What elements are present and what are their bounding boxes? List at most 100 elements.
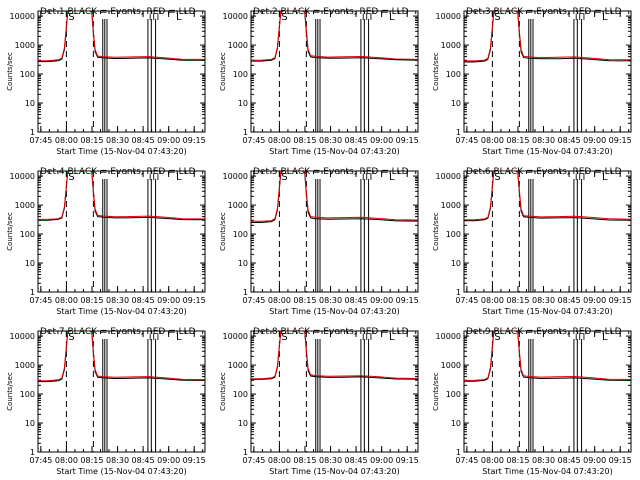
marker-s: S bbox=[494, 332, 500, 343]
x-tick-label: 08:45 bbox=[558, 456, 581, 465]
marker-i: I bbox=[365, 13, 368, 23]
marker-i: I bbox=[157, 13, 160, 23]
x-tick-label: 09:00 bbox=[583, 456, 606, 465]
series-lld-line bbox=[464, 171, 631, 221]
x-tick-label: 08:30 bbox=[106, 296, 129, 305]
marker-i: I bbox=[149, 13, 152, 23]
x-tick-label: 09:15 bbox=[609, 296, 632, 305]
marker-s: S bbox=[68, 332, 74, 343]
x-tick-label: 07:45 bbox=[455, 456, 478, 465]
x-tick-label: 08:45 bbox=[345, 136, 368, 145]
x-tick-label: 09:00 bbox=[370, 136, 393, 145]
y-tick-label: 1000 bbox=[228, 201, 248, 210]
panel-det-9: Det 9 BLACK = Events, RED = LLD110100100… bbox=[432, 327, 632, 476]
plot-frame bbox=[37, 330, 206, 453]
y-tick-label: 10 bbox=[451, 99, 461, 108]
x-tick-label: 08:00 bbox=[55, 456, 78, 465]
x-tick-label: 09:00 bbox=[370, 456, 393, 465]
x-tick-label: 09:00 bbox=[583, 136, 606, 145]
x-tick-label: 08:30 bbox=[319, 136, 342, 145]
x-tick-label: 08:15 bbox=[80, 296, 103, 305]
x-tick-label: 07:45 bbox=[29, 456, 52, 465]
panel-det-6: Det 6 BLACK = Events, RED = LLD110100100… bbox=[432, 167, 632, 316]
plot-frame bbox=[37, 170, 206, 293]
x-tick-label: 09:15 bbox=[609, 456, 632, 465]
x-tick-label: 09:15 bbox=[609, 136, 632, 145]
marker-i: I bbox=[578, 173, 581, 183]
marker-i: I bbox=[152, 173, 155, 183]
y-tick-label: 10000 bbox=[436, 332, 461, 341]
marker-l: L bbox=[602, 332, 608, 343]
x-tick-label: 09:15 bbox=[396, 296, 419, 305]
series-lld-line bbox=[251, 171, 418, 222]
marker-i: I bbox=[362, 173, 365, 183]
marker-s: S bbox=[281, 12, 287, 23]
x-tick-label: 08:00 bbox=[481, 136, 504, 145]
series-lld-line bbox=[251, 331, 418, 380]
y-tick-label: 10 bbox=[25, 99, 35, 108]
marker-i: I bbox=[149, 173, 152, 183]
x-tick-label: 09:15 bbox=[183, 136, 206, 145]
y-tick-label: 1 bbox=[243, 128, 248, 137]
marker-s: S bbox=[494, 12, 500, 23]
marker-i: I bbox=[365, 173, 368, 183]
marker-i: I bbox=[575, 13, 578, 23]
y-tick-label: 100 bbox=[446, 230, 461, 239]
x-tick-label: 09:00 bbox=[157, 136, 180, 145]
marker-i: I bbox=[152, 13, 155, 23]
y-tick-label: 10 bbox=[238, 99, 248, 108]
y-tick-label: 1 bbox=[243, 448, 248, 457]
y-tick-label: 100 bbox=[20, 70, 35, 79]
x-tick-label: 08:30 bbox=[106, 136, 129, 145]
x-tick-label: 08:45 bbox=[345, 456, 368, 465]
y-tick-label: 100 bbox=[233, 70, 248, 79]
series-lld-line bbox=[464, 11, 631, 62]
marker-i: I bbox=[365, 333, 368, 343]
x-tick-label: 08:00 bbox=[55, 296, 78, 305]
y-tick-label: 1 bbox=[243, 288, 248, 297]
x-tick-label: 07:45 bbox=[29, 136, 52, 145]
series-lld-line bbox=[251, 11, 418, 61]
x-tick-label: 09:15 bbox=[396, 136, 419, 145]
y-tick-label: 10000 bbox=[10, 12, 35, 21]
marker-s: S bbox=[68, 172, 74, 183]
marker-l: L bbox=[389, 332, 395, 343]
x-tick-label: 07:45 bbox=[242, 136, 265, 145]
y-tick-label: 10000 bbox=[436, 12, 461, 21]
x-tick-label: 07:45 bbox=[242, 296, 265, 305]
x-tick-label: 07:45 bbox=[455, 296, 478, 305]
y-axis-label: Counts/sec bbox=[6, 212, 14, 251]
y-tick-label: 10000 bbox=[10, 172, 35, 181]
panel-det-3: Det 3 BLACK = Events, RED = LLD110100100… bbox=[432, 7, 632, 156]
marker-i: I bbox=[370, 333, 373, 343]
x-tick-label: 08:30 bbox=[106, 456, 129, 465]
y-axis-label: Counts/sec bbox=[6, 52, 14, 91]
x-tick-label: 08:00 bbox=[481, 296, 504, 305]
data-layer bbox=[38, 331, 205, 452]
plot-frame bbox=[463, 10, 632, 133]
plot-frame bbox=[463, 330, 632, 453]
x-tick-label: 08:45 bbox=[558, 136, 581, 145]
x-tick-label: 09:00 bbox=[157, 456, 180, 465]
y-tick-label: 10000 bbox=[436, 172, 461, 181]
marker-l: L bbox=[602, 172, 608, 183]
y-axis-label: Counts/sec bbox=[432, 372, 440, 411]
x-tick-label: 08:30 bbox=[532, 456, 555, 465]
x-tick-label: 08:30 bbox=[532, 136, 555, 145]
marker-s: S bbox=[68, 12, 74, 23]
plot-frame bbox=[463, 170, 632, 293]
x-axis-label: Start Time (15-Nov-04 07:43:20) bbox=[269, 147, 399, 156]
x-axis-label: Start Time (15-Nov-04 07:43:20) bbox=[56, 147, 186, 156]
x-tick-label: 07:45 bbox=[242, 456, 265, 465]
x-axis-label: Start Time (15-Nov-04 07:43:20) bbox=[482, 467, 612, 476]
marker-i: I bbox=[370, 13, 373, 23]
y-axis-label: Counts/sec bbox=[219, 52, 227, 91]
x-tick-label: 08:15 bbox=[80, 456, 103, 465]
x-axis-label: Start Time (15-Nov-04 07:43:20) bbox=[56, 307, 186, 316]
y-tick-label: 1 bbox=[456, 448, 461, 457]
marker-i: I bbox=[362, 13, 365, 23]
y-axis-label: Counts/sec bbox=[432, 52, 440, 91]
y-tick-label: 1 bbox=[30, 128, 35, 137]
y-tick-label: 1000 bbox=[15, 201, 35, 210]
